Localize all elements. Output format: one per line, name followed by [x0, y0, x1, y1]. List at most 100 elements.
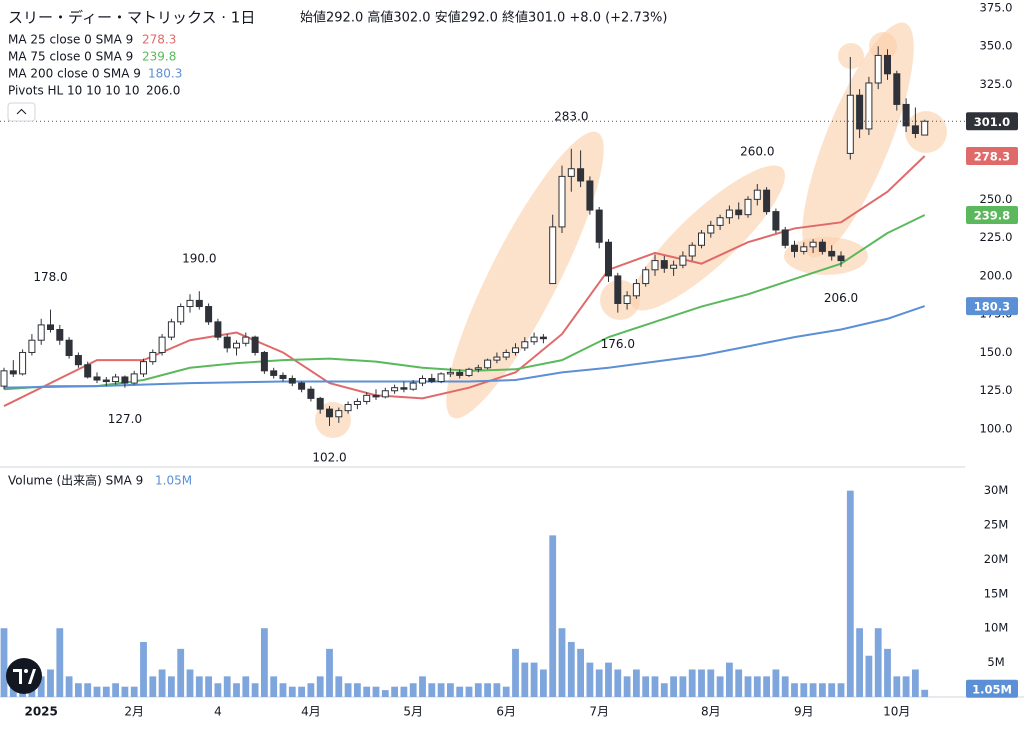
volume-bar — [149, 676, 157, 697]
candle-body — [223, 336, 231, 349]
candle-body — [74, 355, 82, 366]
candle-body — [744, 198, 752, 216]
price-badge-label: 180.3 — [974, 300, 1010, 314]
candle-body — [558, 175, 566, 228]
x-tick-label: 5月 — [403, 705, 423, 719]
volume-bar — [595, 669, 603, 697]
volume-bar — [205, 676, 212, 697]
candle-body — [493, 356, 501, 361]
volume-bar — [419, 676, 426, 697]
tv-logo — [6, 658, 42, 694]
volume-bar — [437, 683, 445, 697]
volume-bar — [288, 686, 296, 697]
pivot-label: 206.0 — [824, 291, 858, 305]
candle-body — [372, 394, 380, 398]
candle-body — [428, 377, 436, 383]
candle-body — [716, 217, 724, 226]
x-tick-label: 10月 — [883, 705, 910, 719]
volume-bar — [75, 683, 82, 697]
candle-body — [186, 299, 194, 308]
volume-bar — [140, 641, 147, 697]
candle-body — [419, 377, 426, 384]
candle-body — [521, 341, 529, 349]
candle-body — [353, 400, 361, 406]
y-tick-label: 200.0 — [980, 268, 1013, 282]
volume-bar — [660, 683, 668, 697]
volume-bar — [726, 662, 733, 697]
candle-body — [539, 336, 547, 340]
price-badge — [966, 679, 1018, 698]
pivot-label: 283.0 — [554, 109, 588, 123]
candle-body — [614, 275, 622, 304]
header: スリー・ディー・マトリックス · 1日 始値292.0 高値302.0 安値29… — [7, 9, 667, 488]
ma-line — [3, 305, 926, 389]
volume-bar — [428, 683, 436, 697]
candle-body — [158, 336, 166, 353]
volume-bar — [233, 683, 240, 697]
volume-bar — [372, 686, 380, 697]
candle-body — [595, 209, 603, 243]
highlight — [869, 32, 897, 60]
candle-body — [288, 377, 296, 384]
volume-bar — [670, 676, 677, 697]
collapse-button[interactable] — [7, 102, 36, 122]
candle-body — [140, 361, 147, 375]
candle-body — [233, 342, 240, 349]
candle-body — [502, 351, 510, 358]
volume-bar — [195, 676, 203, 697]
volume-bar — [363, 686, 371, 697]
candle-body — [167, 321, 175, 338]
volume-bar — [707, 669, 715, 697]
legend-pivots: Pivots HL 10 10 10 10 — [8, 84, 140, 98]
volume-bar — [177, 648, 185, 697]
candle-body — [837, 255, 845, 262]
y-tick-label: 225.0 — [980, 230, 1013, 244]
volume-bar — [512, 648, 519, 697]
x-tick-label: 2025 — [24, 705, 57, 719]
candle-body — [660, 260, 668, 269]
candle-body — [549, 226, 557, 285]
legend-ma25-value: 278.3 — [142, 33, 176, 47]
volume-bar — [558, 628, 566, 697]
candle-body — [28, 339, 36, 353]
volume-bar — [586, 662, 594, 697]
candle-body — [149, 351, 157, 363]
candle-body — [47, 324, 54, 330]
candle-body — [102, 379, 110, 383]
volume-bar — [242, 676, 250, 697]
candle-body — [391, 387, 399, 392]
volume-bar — [214, 683, 222, 697]
x-tick-label: 4 — [214, 705, 222, 719]
volume-bar — [484, 683, 491, 697]
volume-bar — [809, 683, 817, 697]
candle-body — [586, 180, 594, 211]
volume-bar — [251, 683, 259, 697]
volume-bar — [633, 669, 640, 697]
y-tick-label: 100.0 — [980, 422, 1013, 436]
volume-bar — [130, 686, 138, 697]
pivot-label: 190.0 — [182, 252, 216, 266]
candle-body — [177, 306, 185, 323]
volume-bar — [921, 689, 929, 697]
y-tick-label: 150.0 — [980, 345, 1013, 359]
candle-body — [707, 224, 715, 234]
legend-ma75: MA 75 close 0 SMA 9 — [8, 50, 133, 64]
volume-bar — [642, 676, 650, 697]
volume-tick-label: 30M — [984, 483, 1009, 497]
logo-bg — [6, 658, 42, 694]
candle-body — [818, 241, 826, 252]
volume-bar — [781, 676, 789, 697]
legend-ma200: MA 200 close 0 SMA 9 — [8, 67, 141, 81]
candle-body — [195, 299, 203, 308]
y-tick-label: 325.0 — [980, 77, 1013, 91]
candle-body — [772, 211, 780, 231]
candle-body — [316, 397, 324, 410]
price-badge-label: 301.0 — [974, 115, 1010, 129]
candle-body — [214, 321, 222, 338]
candle-body — [465, 368, 473, 376]
symbol-title: スリー・ディー・マトリックス · 1日 — [8, 9, 255, 27]
candle-body — [484, 359, 492, 369]
legend-ma75-value: 239.8 — [142, 50, 176, 64]
volume-bar — [37, 676, 45, 697]
